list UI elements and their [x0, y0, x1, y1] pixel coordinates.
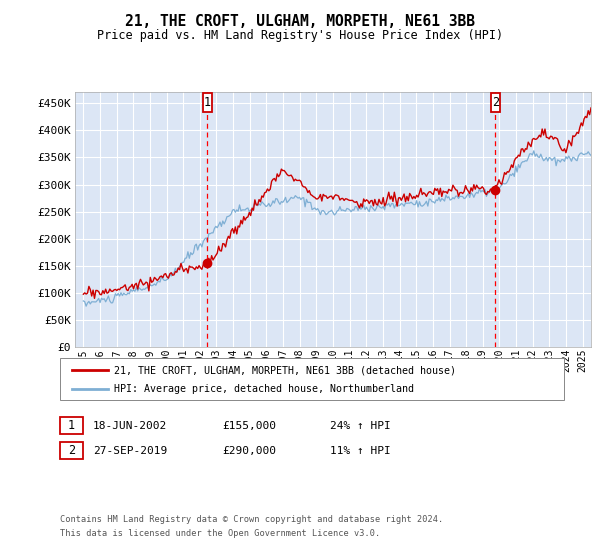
Text: 11% ↑ HPI: 11% ↑ HPI [330, 446, 391, 456]
Text: £155,000: £155,000 [222, 421, 276, 431]
Text: £290,000: £290,000 [222, 446, 276, 456]
Text: 18-JUN-2002: 18-JUN-2002 [93, 421, 167, 431]
Text: HPI: Average price, detached house, Northumberland: HPI: Average price, detached house, Nort… [114, 384, 414, 394]
Text: 2: 2 [492, 96, 499, 109]
Text: 1: 1 [68, 419, 75, 432]
Text: This data is licensed under the Open Government Licence v3.0.: This data is licensed under the Open Gov… [60, 529, 380, 538]
FancyBboxPatch shape [491, 94, 500, 113]
Text: 21, THE CROFT, ULGHAM, MORPETH, NE61 3BB: 21, THE CROFT, ULGHAM, MORPETH, NE61 3BB [125, 14, 475, 29]
Text: Contains HM Land Registry data © Crown copyright and database right 2024.: Contains HM Land Registry data © Crown c… [60, 515, 443, 524]
Text: Price paid vs. HM Land Registry's House Price Index (HPI): Price paid vs. HM Land Registry's House … [97, 29, 503, 42]
FancyBboxPatch shape [203, 94, 212, 113]
Text: 2: 2 [68, 444, 75, 458]
Text: 21, THE CROFT, ULGHAM, MORPETH, NE61 3BB (detached house): 21, THE CROFT, ULGHAM, MORPETH, NE61 3BB… [114, 365, 456, 375]
Text: 24% ↑ HPI: 24% ↑ HPI [330, 421, 391, 431]
Text: 1: 1 [204, 96, 211, 109]
Text: 27-SEP-2019: 27-SEP-2019 [93, 446, 167, 456]
